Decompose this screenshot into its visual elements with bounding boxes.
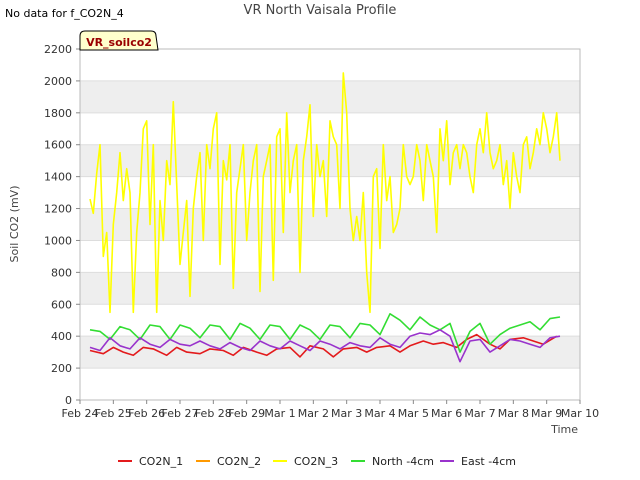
legend-item: North -4cm [351, 455, 434, 468]
y-tick-label: 1600 [44, 139, 72, 152]
x-tick-label: Mar 5 [398, 407, 429, 420]
y-tick-label: 400 [51, 330, 72, 343]
y-tick-label: 800 [51, 266, 72, 279]
legend-item: CO2N_2 [196, 455, 261, 468]
y-tick-label: 200 [51, 362, 72, 375]
x-tick-label: Mar 1 [264, 407, 295, 420]
y-tick-label: 1000 [44, 234, 72, 247]
grid-band [80, 272, 580, 305]
legend-label: CO2N_2 [217, 455, 261, 468]
x-tick-label: Feb 28 [195, 407, 232, 420]
x-tick-label: Mar 10 [561, 407, 599, 420]
x-tick-label: Feb 26 [128, 407, 165, 420]
x-tick-label: Mar 6 [431, 407, 462, 420]
y-tick-label: 1200 [44, 203, 72, 216]
x-axis-label: Time [550, 423, 578, 436]
legend-item: CO2N_3 [273, 455, 338, 468]
legend-item: East -4cm [440, 455, 516, 468]
chart-badge: VR_soilco2 [79, 30, 159, 51]
x-tick-label: Mar 3 [331, 407, 362, 420]
y-tick-label: 1800 [44, 107, 72, 120]
y-axis-label: Soil CO2 (mV) [8, 186, 21, 263]
series-line-east-4cm [89, 328, 561, 363]
x-tick-label: Mar 4 [364, 407, 395, 420]
y-tick-label: 1400 [44, 171, 72, 184]
grid-band [80, 336, 580, 369]
x-tick-label: Feb 25 [95, 407, 132, 420]
y-tick-label: 2000 [44, 75, 72, 88]
no-data-note: No data for f_CO2N_4 [5, 7, 124, 20]
legend-label: CO2N_1 [139, 455, 183, 468]
series-line-north-4cm [89, 312, 561, 353]
y-tick-label: 0 [65, 394, 72, 407]
x-tick-label: Mar 9 [531, 407, 562, 420]
legend-label: North -4cm [372, 455, 434, 468]
x-tick-label: Mar 8 [498, 407, 529, 420]
y-tick-label: 2200 [44, 43, 72, 56]
grid-band [80, 80, 580, 113]
legend-label: East -4cm [461, 455, 516, 468]
x-tick-label: Feb 24 [62, 407, 99, 420]
x-tick-label: Feb 29 [228, 407, 265, 420]
x-tick-label: Mar 2 [298, 407, 329, 420]
series-line-co2n-1 [89, 333, 558, 358]
legend-item: CO2N_1 [118, 455, 183, 468]
x-tick-label: Feb 27 [162, 407, 199, 420]
legend-label: CO2N_3 [294, 455, 338, 468]
series-line-co2n-3 [89, 72, 561, 314]
x-tick-label: Mar 7 [464, 407, 495, 420]
chart-title: VR North Vaisala Profile [243, 3, 397, 18]
chart-badge-label: VR_soilco2 [86, 36, 152, 49]
y-tick-label: 600 [51, 298, 72, 311]
